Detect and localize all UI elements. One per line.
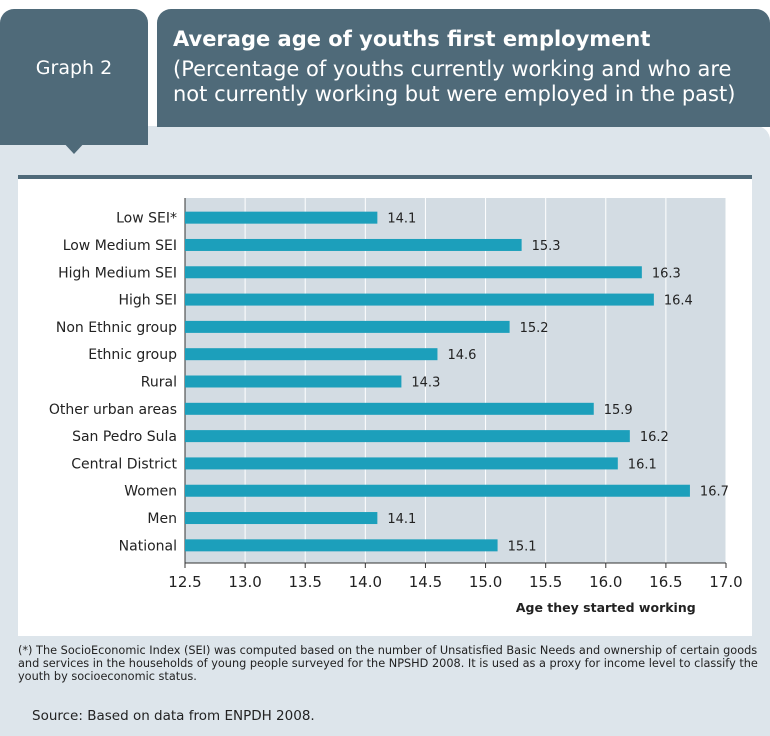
bar [185,430,630,443]
category-label: San Pedro Sula [72,429,177,445]
chart-subtitle: (Percentage of youths currently working … [173,57,736,106]
bar [185,512,378,525]
category-label: Rural [141,375,177,391]
bar [185,211,378,224]
x-axis-title: Age they started working [516,600,696,615]
category-label: Central District [71,456,177,472]
bar [185,457,618,470]
x-tick-label: 15.0 [469,573,502,591]
data-label: 15.3 [532,239,561,254]
data-label: 16.2 [640,430,669,445]
category-label: Ethnic group [88,347,177,363]
graph-tab: Graph 2 [0,9,148,145]
x-tick-label: 12.5 [168,573,201,591]
x-tick-label: 15.5 [529,573,562,591]
graph-label: Graph 2 [35,57,113,79]
category-label: High Medium SEI [58,265,177,281]
category-label: Low SEI* [116,211,177,227]
data-label: 15.9 [604,403,633,418]
bar [185,348,438,361]
data-label: 16.7 [700,485,729,500]
category-label: Non Ethnic group [56,320,177,336]
data-label: 16.1 [628,457,657,472]
x-tick-label: 13.5 [289,573,322,591]
footnote: (*) The SocioEconomic Index (SEI) was co… [18,644,758,683]
bar [185,539,498,552]
bar [185,320,510,333]
category-label: National [119,538,177,554]
x-tick-label: 14.0 [349,573,382,591]
chart-header: Average age of youths first employment (… [157,9,770,127]
bar [185,238,522,251]
chart-title: Average age of youths first employment [173,27,651,51]
chart-area: 12.5 13.0 13.5 14.0 14.5 15.0 15.5 16.0 16.5 17.0… [18,175,752,636]
category-label: Low Medium SEI [63,238,177,254]
data-label: 15.2 [520,321,549,336]
category-label: High SEI [119,293,178,309]
x-tick-label: 14.5 [409,573,442,591]
data-label: 16.3 [652,266,681,281]
data-label: 15.1 [508,539,537,554]
bar [185,293,654,306]
tab-pointer-icon [48,126,100,154]
x-tick-label: 13.0 [228,573,261,591]
data-label: 14.3 [411,376,440,391]
data-label: 16.4 [664,294,693,309]
category-label: Other urban areas [49,402,177,418]
bar-chart: 12.5 13.0 13.5 14.0 14.5 15.0 15.5 16.0 16.5 17.0… [49,198,743,615]
source-note: Source: Based on data from ENPDH 2008. [32,708,315,724]
bar [185,375,402,388]
data-label: 14.1 [387,212,416,227]
bar [185,266,642,279]
data-label: 14.6 [447,348,476,363]
x-tick-label: 17.0 [709,573,742,591]
bar [185,402,594,415]
x-tick-label: 16.5 [649,573,682,591]
bar [185,484,690,497]
category-label: Men [147,511,177,527]
x-tick-label: 16.0 [589,573,622,591]
category-label: Women [124,484,177,500]
data-label: 14.1 [387,512,416,527]
